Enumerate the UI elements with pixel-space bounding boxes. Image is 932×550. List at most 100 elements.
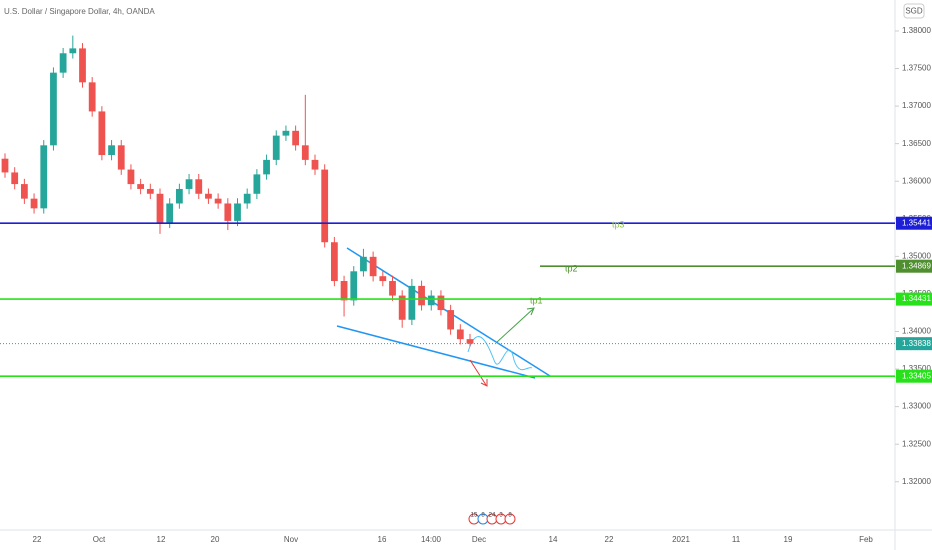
x-tick-label: 22 <box>605 535 614 544</box>
candle-body <box>127 169 135 185</box>
y-tick-label: 1.34000 <box>902 327 931 336</box>
candle-body <box>156 193 164 223</box>
candle-body <box>69 48 77 54</box>
candle-body <box>20 184 28 199</box>
level-price-label: 1.33405 <box>902 371 931 380</box>
candle-body <box>408 285 416 320</box>
x-tick-label: 14:00 <box>421 535 442 544</box>
level-price-box <box>896 337 932 351</box>
x-tick-label: 2021 <box>672 535 690 544</box>
candle-body <box>50 72 57 146</box>
candle-body <box>234 203 241 221</box>
candle-body <box>11 172 19 185</box>
up-arrow-head <box>526 307 535 316</box>
x-tick-label: 20 <box>211 535 220 544</box>
y-tick-label: 1.32000 <box>902 477 931 486</box>
down-arrow <box>469 359 487 386</box>
down-arrow-head <box>480 379 488 387</box>
level-price-label: 1.34869 <box>902 261 931 270</box>
x-tick-label: 19 <box>784 535 793 544</box>
candle-body <box>292 130 300 146</box>
chart-title: U.S. Dollar / Singapore Dollar, 4h, OAND… <box>4 7 155 16</box>
level-price-box <box>896 369 932 383</box>
candle-body <box>243 193 251 204</box>
candle-body <box>185 179 193 189</box>
candle-body <box>466 339 474 344</box>
projection-wave <box>467 336 533 371</box>
candle-body <box>427 295 435 306</box>
candle-body <box>79 48 86 83</box>
candle-body <box>340 281 348 301</box>
y-tick-label: 1.36000 <box>902 176 931 185</box>
candle-body <box>447 310 455 330</box>
y-tick-label: 1.33000 <box>902 402 931 411</box>
level-price-box <box>896 259 932 273</box>
candle-body <box>398 295 406 320</box>
currency-button-label[interactable]: SGD <box>905 7 923 16</box>
y-tick-label: 1.38000 <box>902 26 931 35</box>
candle-body <box>437 295 445 311</box>
candle-body <box>98 111 106 156</box>
candle-body <box>146 188 154 194</box>
candle-body <box>301 145 309 160</box>
candle-body <box>330 242 338 282</box>
y-tick-label: 1.33500 <box>902 364 931 373</box>
candle-body <box>108 145 115 156</box>
candle-body <box>1 158 9 173</box>
candle-body <box>360 256 367 272</box>
event-label: 24 <box>489 513 496 519</box>
candle-body <box>224 203 232 221</box>
x-tick-label: Nov <box>284 535 298 544</box>
wedge-lower <box>336 325 536 379</box>
candle-body <box>117 145 125 170</box>
level-price-box <box>896 216 932 230</box>
event-label: 8 <box>481 513 485 519</box>
x-tick-label: Feb <box>859 535 873 544</box>
level-price-label: 1.35441 <box>902 218 931 227</box>
candle-body <box>321 169 329 243</box>
candle-body <box>311 159 319 170</box>
level-price-box <box>896 292 932 306</box>
event-label: 8 <box>508 513 512 519</box>
candle-body <box>263 159 270 175</box>
candle-body <box>166 203 174 223</box>
y-tick-label: 1.35000 <box>902 251 931 260</box>
candle-body <box>350 271 358 301</box>
currency-button[interactable] <box>903 3 925 19</box>
candle-body <box>418 285 425 306</box>
candle-body <box>253 174 261 194</box>
level-price-label: 1.34431 <box>902 294 931 303</box>
y-tick-label: 1.32500 <box>902 439 931 448</box>
annotation: tp3 <box>612 219 625 229</box>
candle-body <box>282 130 290 136</box>
x-tick-label: Oct <box>93 535 106 544</box>
y-tick-label: 1.37500 <box>902 64 931 73</box>
x-tick-label: 14 <box>549 535 558 544</box>
candle-body <box>389 281 396 296</box>
event-label: 15 <box>471 513 478 519</box>
candle-body <box>175 188 183 204</box>
candle-body <box>30 198 38 209</box>
candle-body <box>379 276 387 282</box>
annotation: tp1 <box>530 295 543 305</box>
event-icon <box>504 513 516 525</box>
candle-body <box>59 53 67 73</box>
candle-body <box>456 329 464 340</box>
level-price-label: 1.33838 <box>902 339 931 348</box>
x-tick-label: 12 <box>157 535 166 544</box>
x-tick-label: 11 <box>732 535 741 544</box>
candle-body <box>214 198 222 204</box>
candle-body <box>195 179 203 194</box>
x-tick-label: 16 <box>378 535 387 544</box>
candle-body <box>205 193 212 199</box>
up-arrow <box>496 308 534 343</box>
candle-body <box>40 145 48 209</box>
y-tick-label: 1.37000 <box>902 101 931 110</box>
candle-body <box>369 256 377 277</box>
event-label: 3 <box>499 513 503 519</box>
x-tick-label: 22 <box>33 535 42 544</box>
annotation: tp2 <box>565 263 578 273</box>
y-tick-label: 1.36500 <box>902 139 931 148</box>
